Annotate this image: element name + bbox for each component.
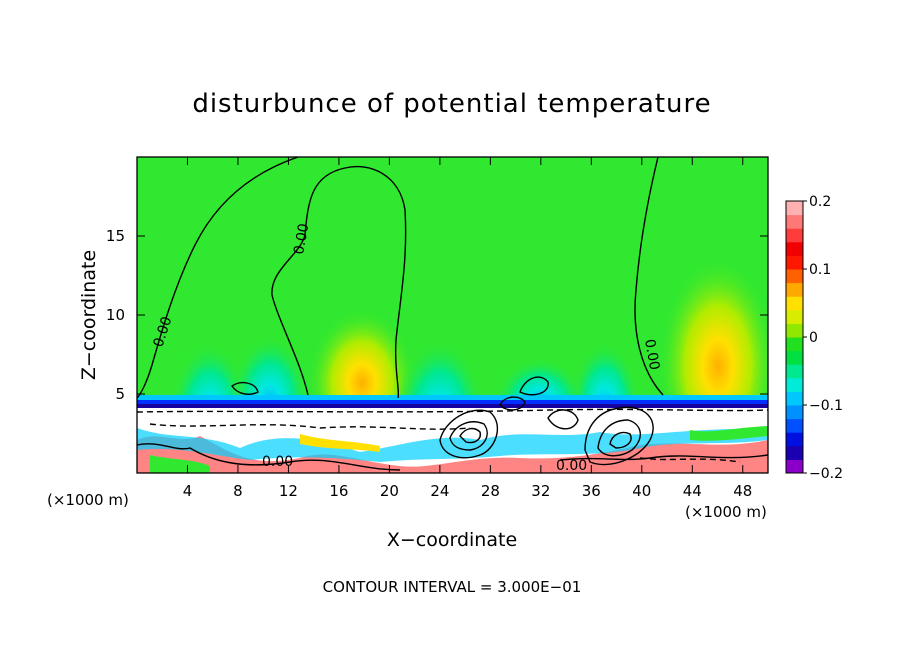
colorbar-swatch: [786, 323, 803, 338]
contour-cluster-1: [439, 409, 499, 459]
colorbar-tick-label: 0.1: [809, 262, 831, 278]
colorbar-tick-label: −0.2: [809, 466, 843, 482]
contour-cluster-8: [499, 396, 526, 411]
colorbar-swatch: [786, 337, 803, 352]
contour-cluster-7: [547, 409, 579, 430]
y-tick-label: 10: [106, 306, 125, 324]
x-axis-label: X−coordinate: [387, 529, 517, 551]
field-lower-color-5: [150, 455, 210, 473]
x-tick-label: 28: [481, 482, 500, 500]
colorbar-swatch: [786, 282, 803, 297]
x-unit-right: (×1000 m): [685, 503, 767, 521]
contour-cluster-3: [459, 427, 481, 444]
contour-dashed-1: [137, 408, 768, 413]
x-tick-label: 32: [531, 482, 550, 500]
field-lower-color-2: [137, 428, 768, 462]
contour-zero-right: [634, 157, 664, 396]
x-tick-label: 24: [430, 482, 449, 500]
contour-lower-1: [137, 443, 401, 471]
colorbar-swatch: [786, 296, 803, 311]
contour-zero-dome: [271, 166, 407, 399]
contour-label-4: 0.00: [262, 454, 293, 470]
x-tick-label: 12: [279, 482, 298, 500]
field-band-deep: [137, 404, 768, 408]
colorbar-swatch: [786, 241, 803, 256]
contour-lines: [137, 157, 768, 471]
y-axis: 5 10 15: [106, 227, 768, 403]
colorbar-swatch: [786, 201, 803, 216]
contour-zero-left: [137, 157, 299, 399]
colorbar-swatch: [786, 405, 803, 420]
contour-interval-note: CONTOUR INTERVAL = 3.000E−01: [323, 578, 582, 596]
colorbar-tick-label: 0.2: [809, 194, 831, 210]
colorbar: [786, 201, 803, 474]
contour-label-5: 0.00: [556, 458, 587, 474]
x-tick-label: 4: [183, 482, 193, 500]
colorbar-swatch: [786, 255, 803, 270]
chart-title: disturbunce of potential temperature: [192, 89, 711, 119]
colorbar-swatch: [786, 432, 803, 447]
x-tick-label: 40: [632, 482, 651, 500]
x-tick-label: 44: [683, 482, 702, 500]
colorbar-swatch: [786, 228, 803, 243]
colorbar-swatch: [786, 445, 803, 460]
y-axis-label: Z−coordinate: [78, 250, 100, 380]
contour-label-2: 0.00: [291, 222, 312, 255]
field-lower-color-3: [300, 434, 380, 452]
contour-cluster-2: [449, 421, 488, 451]
x-unit-left: (×1000 m): [47, 491, 129, 509]
contour-cluster-5: [597, 419, 641, 457]
colorbar-swatch: [786, 350, 803, 365]
field-warm-region-2: [658, 230, 768, 450]
contour-cluster-6: [609, 431, 632, 449]
contour-small-mid: [519, 376, 549, 396]
x-tick-label: 16: [329, 482, 348, 500]
colorbar-swatch: [786, 418, 803, 433]
x-tick-label: 36: [582, 482, 601, 500]
colorbar-swatch: [786, 391, 803, 406]
colorbar-swatch: [786, 309, 803, 324]
colorbar-swatch: [786, 269, 803, 284]
contour-label-3: 0.00: [641, 338, 662, 371]
x-tick-label: 48: [733, 482, 752, 500]
colorbar-swatch: [786, 377, 803, 392]
colorbar-swatch: [786, 214, 803, 229]
colorbar-swatch: [786, 459, 803, 474]
contour-labels: 0.00 0.00 0.00 0.00 0.00: [151, 222, 663, 474]
colorbar-swatch: [786, 364, 803, 379]
contour-small-left: [231, 381, 259, 395]
colorbar-tick-label: 0: [809, 330, 818, 346]
field-lower-color-4: [690, 426, 768, 441]
contour-lower-2: [559, 454, 768, 461]
contour-dashed-2: [149, 423, 471, 430]
x-axis: 4 8 12 16 20 24 28 32 36 40 44 48: [183, 157, 752, 500]
contour-cluster-4: [584, 406, 654, 466]
colorbar-ticks: 0.2 0.1 0 −0.1 −0.2: [803, 194, 843, 482]
y-tick-label: 5: [115, 385, 125, 403]
x-tick-label: 20: [380, 482, 399, 500]
y-tick-label: 15: [106, 227, 125, 245]
x-tick-label: 8: [233, 482, 243, 500]
colorbar-tick-label: −0.1: [809, 398, 843, 414]
